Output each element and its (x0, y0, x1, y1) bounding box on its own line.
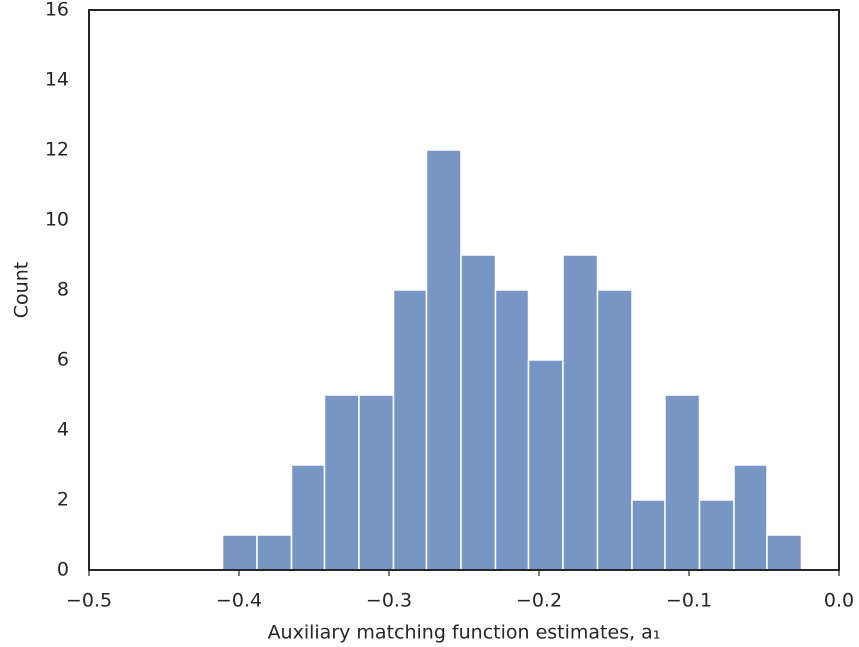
bar (527, 359, 564, 571)
x-axis-label: Auxiliary matching function estimates, a… (268, 622, 661, 644)
x-tick-label: 0.0 (824, 590, 854, 612)
bar (323, 394, 360, 571)
y-tick-label: 16 (45, 0, 69, 21)
y-tick-label: 12 (45, 139, 69, 161)
bar (596, 289, 633, 571)
x-tick-label: −0.3 (366, 590, 412, 612)
x-tick-label: −0.4 (216, 590, 262, 612)
bar (425, 149, 462, 571)
x-tick-label: −0.5 (66, 590, 112, 612)
y-axis-label: Count (11, 262, 33, 318)
y-tick-label: 4 (57, 419, 69, 441)
y-tick-label: 0 (57, 559, 69, 581)
bar (766, 534, 803, 571)
bar (221, 534, 258, 571)
bar (460, 254, 497, 571)
bar (256, 534, 293, 571)
y-tick-label: 8 (57, 279, 69, 301)
bar (733, 464, 768, 571)
bar (392, 289, 428, 571)
bar (698, 499, 735, 571)
x-tick-label: −0.1 (666, 590, 712, 612)
bar (290, 464, 326, 571)
y-tick-label: 10 (45, 209, 69, 231)
y-tick-label: 14 (45, 69, 69, 91)
y-tick-label: 2 (57, 489, 69, 511)
bar (562, 254, 599, 571)
bar (664, 394, 701, 571)
plot-frame (88, 9, 840, 571)
bar (631, 499, 666, 571)
y-tick-label: 6 (57, 349, 69, 371)
x-tick-label: −0.2 (516, 590, 562, 612)
bar (494, 289, 530, 571)
bar (358, 394, 395, 571)
